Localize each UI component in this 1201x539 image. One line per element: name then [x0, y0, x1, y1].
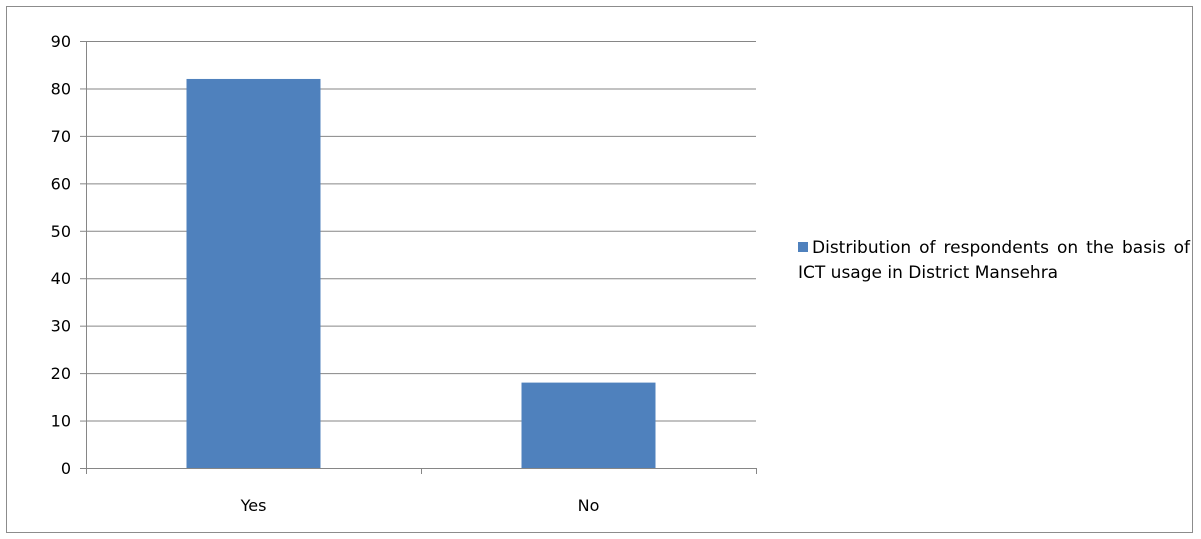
y-tick-labels: 0 10 20 30 40 50 60 70 80 90 [51, 32, 71, 478]
bar-yes [186, 78, 321, 468]
legend-label: Distribution of respondents on the basis… [798, 238, 1190, 283]
axes [80, 41, 757, 474]
y-tick-label-10: 10 [51, 412, 71, 431]
bars [186, 78, 656, 468]
y-tick-label-80: 80 [51, 79, 71, 98]
y-tick-label-30: 30 [51, 317, 71, 336]
y-tick-label-0: 0 [61, 459, 71, 478]
legend: Distribution of respondents on the basis… [798, 236, 1190, 286]
y-tick-label-50: 50 [51, 222, 71, 241]
y-tick-label-60: 60 [51, 174, 71, 193]
legend-swatch [798, 242, 808, 252]
x-tick-label-yes: Yes [240, 496, 267, 515]
bar-no [521, 382, 656, 468]
x-tick-labels: Yes No [240, 496, 600, 515]
y-tick-label-40: 40 [51, 269, 71, 288]
y-tick-label-70: 70 [51, 127, 71, 146]
x-tick-label-no: No [578, 496, 600, 515]
y-tick-label-90: 90 [51, 32, 71, 51]
y-tick-label-20: 20 [51, 364, 71, 383]
